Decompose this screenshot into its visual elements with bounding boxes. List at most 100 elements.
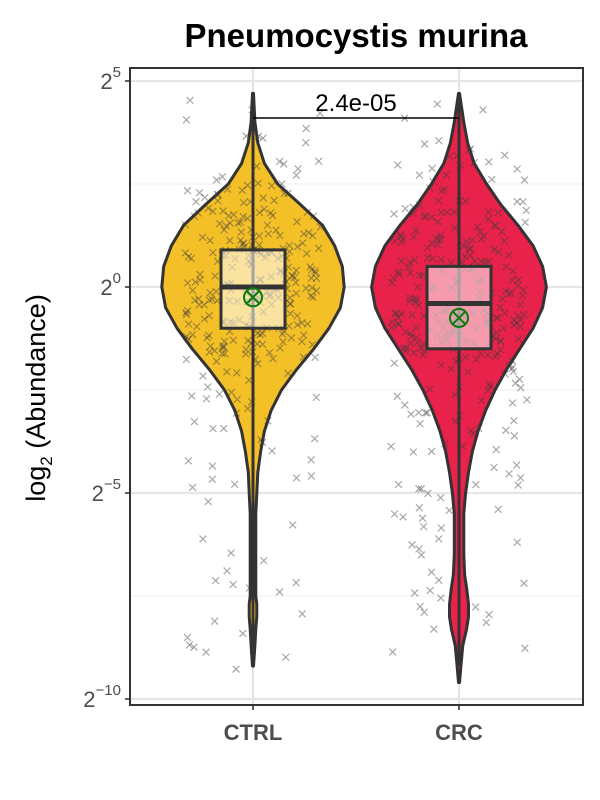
jitter-point bbox=[311, 267, 319, 275]
jitter-point bbox=[437, 361, 446, 370]
jitter-point bbox=[285, 322, 293, 330]
jitter-point bbox=[433, 100, 442, 108]
jitter-point bbox=[417, 485, 426, 493]
jitter-point bbox=[412, 298, 420, 307]
jitter-point bbox=[314, 244, 323, 253]
jitter-point bbox=[436, 493, 445, 502]
jitter-point bbox=[436, 235, 445, 243]
jitter-point bbox=[400, 401, 409, 409]
y-axis-label-rest: (Abundance) bbox=[21, 294, 51, 456]
jitter-point bbox=[498, 227, 506, 236]
jitter-point bbox=[416, 419, 424, 428]
jitter-point bbox=[195, 188, 204, 197]
jitter-point bbox=[494, 505, 503, 514]
svg-text:log2 (Abundance): log2 (Abundance) bbox=[21, 294, 56, 502]
jitter-point bbox=[196, 275, 205, 284]
jitter-point bbox=[200, 193, 209, 202]
y-axis-label-base: log bbox=[21, 466, 51, 502]
jitter-point bbox=[405, 297, 414, 306]
jitter-point bbox=[450, 208, 459, 216]
jitter-point bbox=[514, 276, 523, 284]
jitter-point bbox=[394, 480, 403, 489]
jitter-point bbox=[434, 236, 442, 245]
jitter-point bbox=[243, 214, 252, 223]
jitter-point bbox=[238, 629, 247, 638]
jitter-point bbox=[224, 211, 233, 220]
jitter-point bbox=[505, 469, 513, 478]
jitter-point bbox=[388, 278, 396, 287]
jitter-point bbox=[404, 263, 413, 272]
jitter-point bbox=[269, 354, 277, 363]
jitter-point bbox=[277, 180, 286, 188]
jitter-point bbox=[258, 438, 267, 447]
jitter-point bbox=[406, 269, 415, 277]
jitter-point bbox=[436, 231, 445, 240]
jitter-point bbox=[234, 219, 243, 227]
jitter-point bbox=[519, 286, 528, 294]
jitter-point bbox=[434, 534, 443, 543]
jitter-point bbox=[194, 295, 203, 303]
x-tick-label: CRC bbox=[435, 720, 483, 745]
jitter-point bbox=[510, 416, 518, 425]
jitter-point bbox=[308, 340, 317, 349]
jitter-point bbox=[280, 189, 289, 198]
jitter-point bbox=[181, 249, 190, 257]
jitter-point bbox=[392, 310, 401, 318]
jitter-point bbox=[288, 272, 297, 281]
jitter-point bbox=[205, 296, 214, 304]
jitter-point bbox=[311, 353, 319, 362]
jitter-point bbox=[413, 338, 422, 347]
jitter-point bbox=[487, 175, 496, 184]
jitter-point bbox=[512, 319, 521, 327]
jitter-point bbox=[493, 350, 502, 358]
jitter-point bbox=[187, 392, 196, 400]
jitter-point bbox=[239, 212, 248, 221]
mean-marker-crc bbox=[449, 307, 469, 328]
jitter-point bbox=[182, 308, 190, 317]
jitter-point bbox=[184, 335, 193, 344]
jitter-point bbox=[500, 309, 509, 317]
jitter-point bbox=[397, 257, 406, 265]
jitter-point bbox=[484, 257, 493, 266]
jitter-point bbox=[406, 258, 415, 267]
jitter-point bbox=[513, 197, 522, 206]
jitter-point bbox=[190, 643, 198, 651]
jitter-point bbox=[220, 226, 229, 234]
jitter-point bbox=[496, 346, 505, 354]
jitter-point bbox=[394, 268, 403, 276]
jitter-point bbox=[209, 207, 217, 216]
jitter-point bbox=[306, 262, 315, 271]
jitter-point bbox=[484, 158, 493, 166]
jitter-point bbox=[402, 344, 410, 352]
jitter-point bbox=[268, 447, 276, 455]
jitter-point bbox=[513, 165, 522, 173]
jitter-point bbox=[388, 318, 396, 326]
mean-marker-ctrl bbox=[243, 287, 263, 308]
grid-lines bbox=[130, 68, 583, 705]
jitter-point bbox=[493, 314, 502, 322]
jitter-point bbox=[278, 330, 287, 338]
jitter-point bbox=[432, 234, 440, 242]
jitter-point bbox=[398, 238, 406, 246]
jitter-point bbox=[521, 644, 529, 653]
jitter-point bbox=[209, 424, 217, 433]
jitter-point bbox=[394, 320, 402, 328]
y-tick-label: 2−10 bbox=[83, 682, 121, 712]
jitter-point bbox=[443, 208, 452, 217]
jitter-point bbox=[397, 232, 405, 241]
jitter-point bbox=[198, 233, 207, 242]
jitter-point bbox=[484, 215, 493, 223]
jitter-point bbox=[294, 165, 302, 173]
chart-title: Pneumocystis murina bbox=[185, 17, 529, 54]
jitter-point bbox=[243, 404, 252, 413]
jitter-point bbox=[387, 323, 396, 332]
jitter-point bbox=[502, 262, 510, 271]
jitter-point bbox=[276, 344, 284, 352]
jitter-point bbox=[435, 136, 443, 145]
jitter-point bbox=[211, 272, 219, 280]
jitter-point bbox=[192, 322, 201, 331]
jitter-point bbox=[514, 481, 522, 489]
jitter-point bbox=[297, 318, 306, 327]
jitter-point bbox=[203, 383, 212, 391]
jitter-point bbox=[437, 524, 446, 532]
